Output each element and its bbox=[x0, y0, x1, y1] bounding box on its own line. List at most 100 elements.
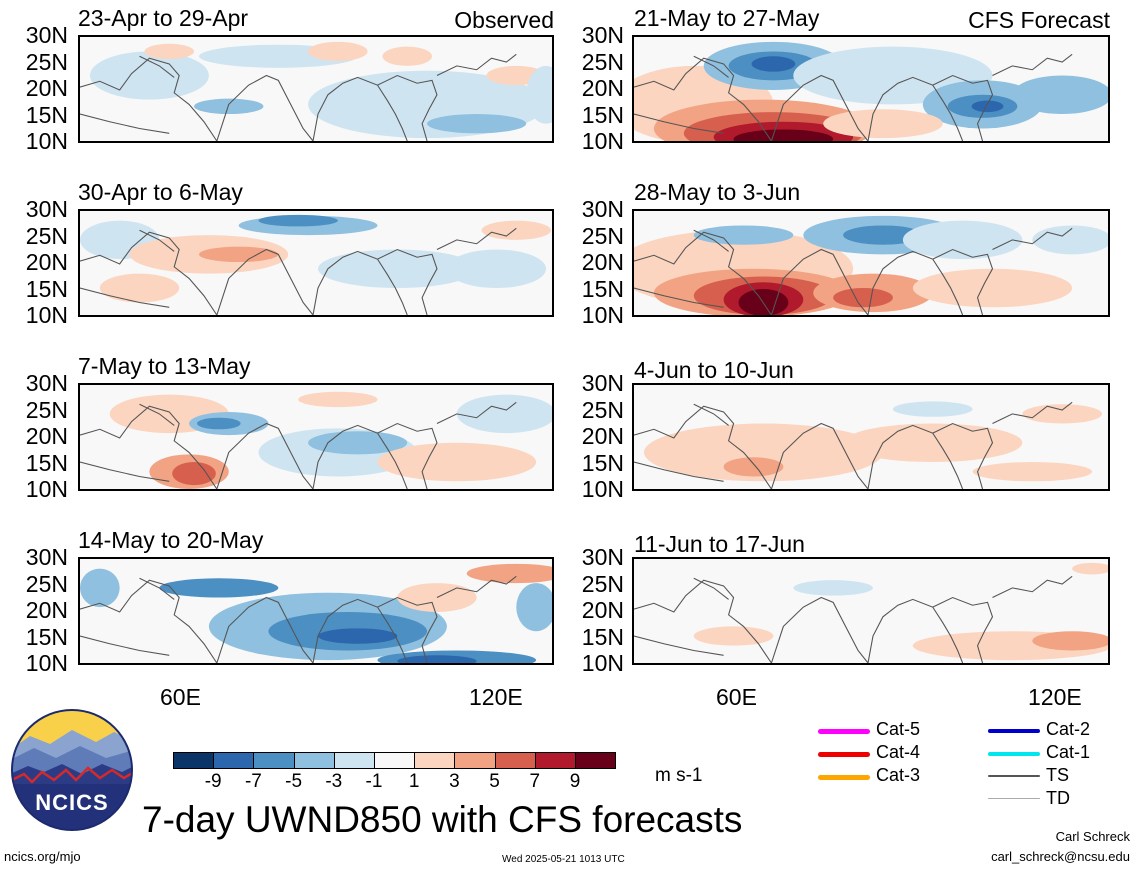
map-field bbox=[634, 401, 1103, 489]
logo-text: NCICS bbox=[35, 790, 109, 815]
wind-anomaly-contour bbox=[516, 583, 552, 632]
coastline bbox=[80, 57, 218, 141]
ncics-logo: NCICS bbox=[10, 708, 134, 832]
wind-anomaly-contour bbox=[1012, 75, 1108, 115]
colorbar-swatch bbox=[534, 752, 576, 769]
coastline bbox=[867, 250, 964, 315]
colorbar-swatch bbox=[253, 752, 295, 769]
coastline bbox=[377, 74, 438, 141]
wind-anomaly-contour bbox=[738, 289, 789, 315]
colorbar-tick-label: 1 bbox=[408, 771, 420, 792]
legend-line bbox=[988, 798, 1040, 799]
lat-label: 15N bbox=[25, 275, 68, 302]
lat-label: 30N bbox=[581, 22, 624, 48]
wind-anomaly-contour bbox=[446, 249, 547, 289]
wind-anomaly-contour bbox=[526, 65, 552, 124]
wind-anomaly-contour bbox=[912, 268, 1073, 308]
coastline bbox=[770, 74, 869, 141]
map-field bbox=[634, 41, 1108, 141]
panel-title-fc-3: 4-Jun to 10-Jun bbox=[634, 357, 794, 383]
legend-label: Cat-4 bbox=[876, 742, 921, 762]
coastline bbox=[216, 596, 314, 663]
wind-anomaly-contour bbox=[1072, 562, 1108, 575]
wind-anomaly-contour bbox=[843, 423, 1023, 463]
wind-anomaly-contour bbox=[466, 563, 552, 584]
coastline bbox=[634, 461, 724, 482]
colorbar-units: m s-1 bbox=[655, 765, 703, 786]
lat-label: 15N bbox=[581, 623, 624, 650]
coastline bbox=[436, 53, 517, 76]
wind-anomaly-contour bbox=[456, 394, 552, 434]
legend-line bbox=[988, 729, 1040, 733]
footer-timestamp: Wed 2025-05-21 1013 UTC bbox=[502, 854, 625, 865]
coastline bbox=[377, 596, 438, 663]
coastline bbox=[693, 403, 729, 426]
coastline bbox=[770, 596, 869, 663]
panel-title-fc-2: 28-May to 3-Jun bbox=[634, 179, 801, 205]
legend-label: TS bbox=[1046, 765, 1070, 785]
map-panel-obs-4 bbox=[78, 557, 554, 665]
lat-label: 15N bbox=[25, 101, 68, 128]
map-field bbox=[634, 562, 1108, 663]
lon-label-60e-left: 60E bbox=[160, 684, 201, 710]
wind-anomaly-contour bbox=[298, 391, 378, 408]
coastline bbox=[312, 598, 408, 663]
coastline bbox=[867, 424, 964, 489]
colorbar-swatch bbox=[213, 752, 255, 769]
coastline bbox=[693, 55, 729, 78]
wind-anomaly-contour bbox=[643, 423, 883, 482]
coastline bbox=[634, 231, 772, 315]
lat-label: 15N bbox=[581, 101, 624, 128]
coastline bbox=[992, 401, 1073, 424]
coastline bbox=[80, 461, 170, 482]
colorbar-tick-label: -3 bbox=[325, 771, 343, 792]
map-panel-fc-4 bbox=[632, 557, 1110, 665]
wind-anomaly-contour bbox=[382, 46, 433, 66]
lat-label: 15N bbox=[581, 449, 624, 476]
wind-anomaly-contour bbox=[751, 56, 796, 72]
wind-anomaly-contour bbox=[197, 417, 241, 430]
coastline bbox=[216, 422, 314, 489]
lat-label: 20N bbox=[25, 249, 68, 275]
wind-anomaly-contour bbox=[194, 98, 264, 115]
legend-line bbox=[818, 752, 870, 757]
coastline bbox=[932, 74, 994, 141]
map-field bbox=[80, 214, 552, 315]
lat-label: 20N bbox=[25, 423, 68, 449]
lat-label: 25N bbox=[25, 48, 68, 75]
lat-label: 25N bbox=[581, 48, 624, 75]
lon-label-60e-right: 60E bbox=[716, 684, 757, 710]
coastline bbox=[867, 76, 964, 141]
coastline bbox=[80, 287, 170, 308]
coastline bbox=[139, 577, 175, 600]
lat-label: 20N bbox=[25, 75, 68, 101]
wind-anomaly-contour bbox=[258, 214, 338, 227]
wind-anomaly-contour bbox=[172, 462, 216, 486]
wind-anomaly-contour bbox=[793, 580, 873, 596]
coastline bbox=[634, 579, 772, 663]
lat-label: 10N bbox=[581, 302, 624, 328]
lat-label: 10N bbox=[581, 476, 624, 502]
colorbar-swatch bbox=[173, 752, 215, 769]
colorbar-swatch bbox=[494, 752, 536, 769]
coastline bbox=[436, 575, 517, 598]
panel-title-obs-2: 30-Apr to 6-May bbox=[78, 179, 243, 205]
footer-author: Carl Schreck bbox=[1055, 829, 1130, 844]
legend-label: Cat-2 bbox=[1046, 719, 1091, 739]
lat-label: 25N bbox=[25, 570, 68, 597]
wind-anomaly-contour bbox=[1032, 631, 1108, 651]
coastline bbox=[216, 248, 314, 315]
map-field bbox=[80, 391, 552, 489]
main-title: 7-day UWND850 with CFS forecasts bbox=[142, 799, 743, 840]
coastline bbox=[634, 57, 772, 141]
wind-anomaly-contour bbox=[693, 225, 794, 245]
lon-label-120e-left: 120E bbox=[469, 684, 523, 710]
coastline bbox=[139, 229, 175, 252]
coastline bbox=[770, 422, 869, 489]
map-panel-fc-3 bbox=[632, 383, 1110, 491]
coastline bbox=[312, 250, 408, 315]
colorbar-tick-label: -9 bbox=[204, 771, 222, 792]
wind-anomaly-contour bbox=[427, 114, 527, 134]
forecast-label: CFS Forecast bbox=[968, 7, 1110, 33]
map-panel-fc-2 bbox=[632, 209, 1110, 317]
